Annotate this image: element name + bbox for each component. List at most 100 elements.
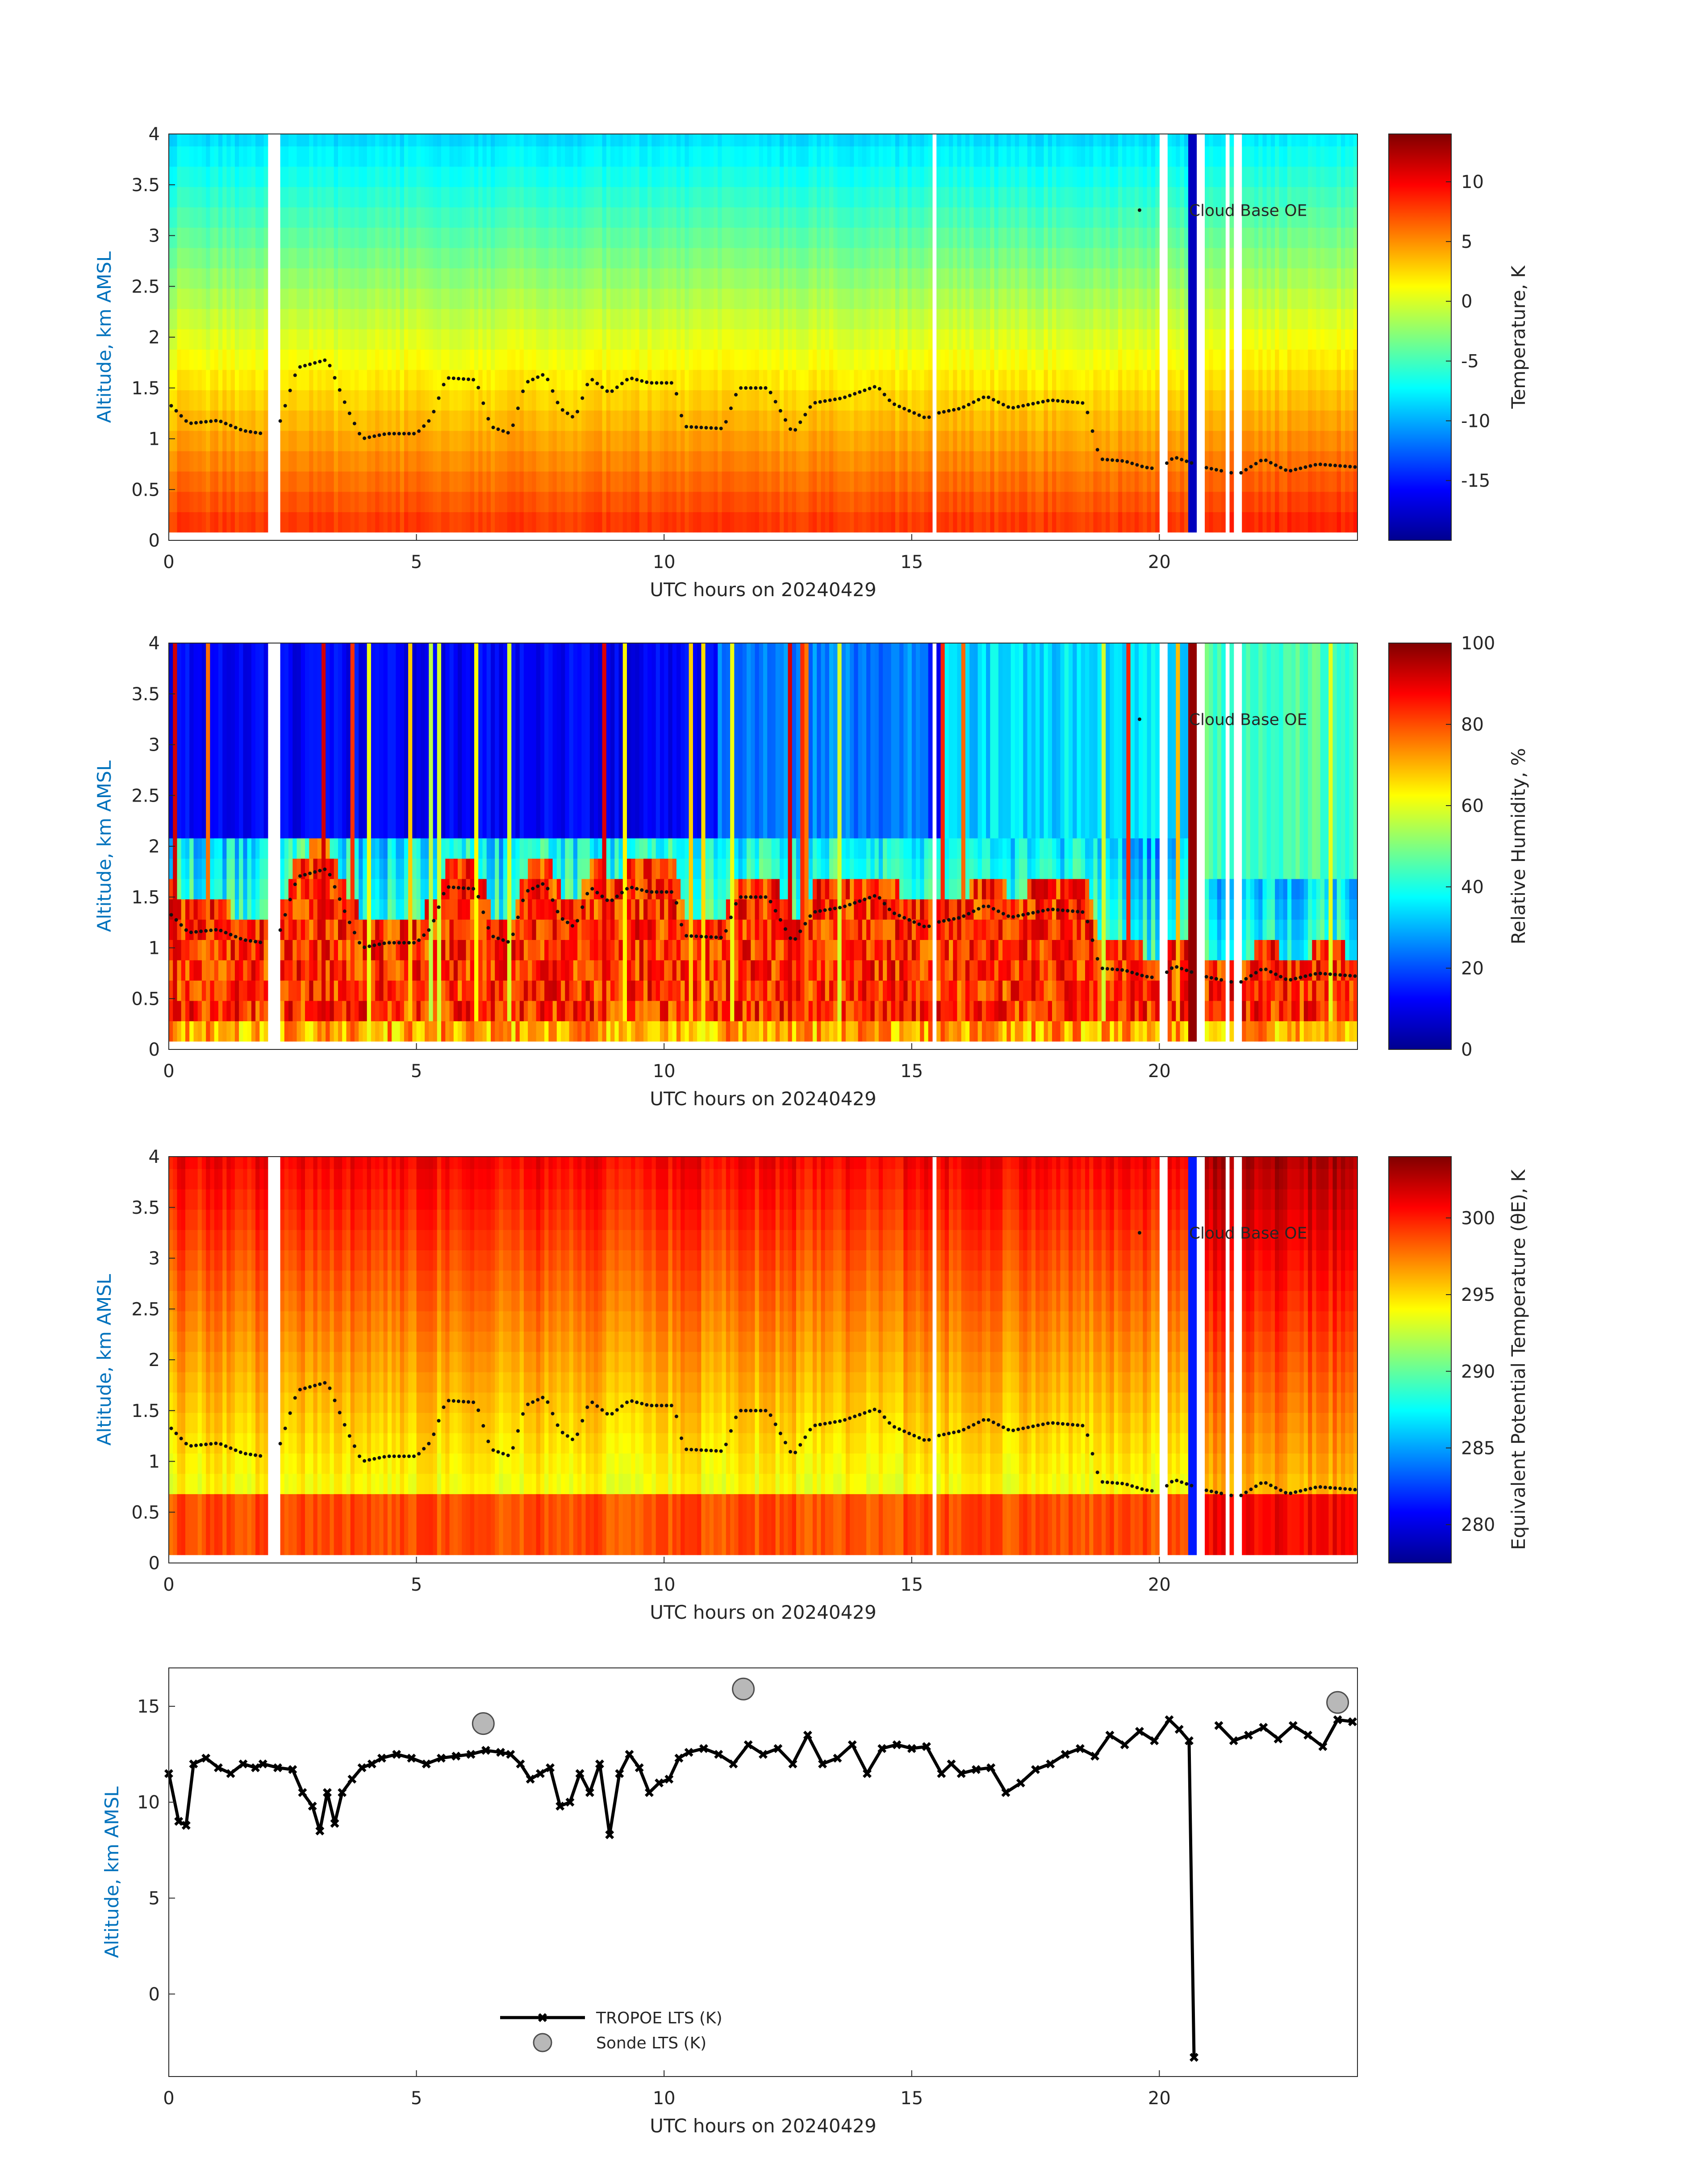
heatmap-cell <box>945 248 949 268</box>
heatmap-cell <box>833 492 838 512</box>
heatmap-cell <box>524 167 528 187</box>
heatmap-cell <box>776 288 780 309</box>
heatmap-cell <box>355 370 359 390</box>
heatmap-cell <box>1147 492 1152 512</box>
heatmap-cell <box>862 512 867 532</box>
heatmap-cell <box>532 227 536 248</box>
heatmap-cell <box>953 288 957 309</box>
heatmap-cell <box>222 167 227 187</box>
heatmap-cell <box>433 492 438 512</box>
heatmap-cell <box>651 471 656 492</box>
heatmap-cell <box>747 207 751 228</box>
heatmap-cell <box>235 370 239 390</box>
heatmap-cell <box>210 329 214 350</box>
heatmap-cell <box>1036 227 1040 248</box>
heatmap-cell <box>1065 207 1069 228</box>
heatmap-cell <box>1056 268 1061 288</box>
heatmap-cell <box>1192 370 1197 390</box>
heatmap-cell <box>643 146 648 167</box>
heatmap-cell <box>994 370 999 390</box>
heatmap-cell <box>590 187 594 207</box>
heatmap-cell <box>957 134 961 146</box>
heatmap-cell <box>173 207 177 228</box>
heatmap-cell <box>1061 134 1065 146</box>
heatmap-cell <box>986 410 990 431</box>
heatmap-cell <box>743 329 747 350</box>
heatmap-cell <box>1031 288 1036 309</box>
heatmap-cell <box>544 248 549 268</box>
heatmap-cell <box>656 227 660 248</box>
heatmap-cell <box>743 451 747 472</box>
heatmap-cell <box>1176 134 1180 146</box>
heatmap-cell <box>916 390 920 410</box>
heatmap-cell <box>173 410 177 431</box>
heatmap-cell <box>198 288 202 309</box>
heatmap-cell <box>920 512 924 532</box>
heatmap-cell <box>1102 167 1106 187</box>
heatmap-cell <box>499 187 503 207</box>
heatmap-cell <box>1118 309 1123 329</box>
heatmap-cell <box>945 309 949 329</box>
heatmap-cell <box>813 227 817 248</box>
heatmap-cell <box>1221 349 1226 370</box>
heatmap-cell <box>854 309 858 329</box>
heatmap-cell <box>1027 390 1032 410</box>
heatmap-cell <box>359 167 363 187</box>
heatmap-cell <box>408 471 413 492</box>
heatmap-cell <box>388 146 392 167</box>
heatmap-cell <box>747 134 751 146</box>
heatmap-cell <box>1015 309 1019 329</box>
heatmap-cell <box>1110 410 1114 431</box>
heatmap-cell <box>969 471 974 492</box>
heatmap-cell <box>792 430 797 451</box>
heatmap-cell <box>520 248 524 268</box>
heatmap-cell <box>1135 471 1139 492</box>
heatmap-cell <box>953 207 957 228</box>
heatmap-cell <box>941 207 945 228</box>
heatmap-cell <box>734 288 739 309</box>
heatmap-cell <box>1143 329 1147 350</box>
heatmap-cell <box>288 248 293 268</box>
heatmap-cell <box>536 329 541 350</box>
heatmap-cell <box>194 390 198 410</box>
heatmap-cell <box>817 227 821 248</box>
heatmap-cell <box>1023 471 1027 492</box>
heatmap-cell <box>412 146 417 167</box>
heatmap-cell <box>668 268 672 288</box>
heatmap-cell <box>313 187 318 207</box>
heatmap-cell <box>1180 370 1185 390</box>
heatmap-cell <box>627 430 631 451</box>
heatmap-cell <box>833 512 838 532</box>
heatmap-cell <box>408 410 413 431</box>
heatmap-cell <box>924 134 929 146</box>
heatmap-cell <box>813 146 817 167</box>
heatmap-cell <box>842 512 846 532</box>
heatmap-cell <box>821 146 825 167</box>
heatmap-cell <box>487 390 491 410</box>
heatmap-cell <box>1061 227 1065 248</box>
heatmap-cell <box>330 451 334 472</box>
heatmap-cell <box>581 492 586 512</box>
heatmap-cell <box>495 248 499 268</box>
heatmap-cell <box>697 451 702 472</box>
heatmap-cell <box>532 390 536 410</box>
heatmap-cell <box>619 349 623 370</box>
heatmap-cell <box>776 349 780 370</box>
heatmap-cell <box>710 309 714 329</box>
heatmap-cell <box>606 451 611 472</box>
heatmap-cell <box>924 410 929 431</box>
heatmap-cell <box>412 268 417 288</box>
heatmap-cell <box>169 248 173 268</box>
heatmap-cell <box>524 390 528 410</box>
heatmap-cell <box>1168 134 1172 146</box>
heatmap-cell <box>730 288 735 309</box>
heatmap-cell <box>701 146 706 167</box>
heatmap-cell <box>226 167 231 187</box>
heatmap-cell <box>507 187 512 207</box>
heatmap-cell <box>1242 268 1246 288</box>
heatmap-cell <box>788 227 793 248</box>
heatmap-cell <box>928 134 933 146</box>
heatmap-cell <box>1052 451 1057 472</box>
heatmap-cell <box>1230 227 1234 248</box>
heatmap-cell <box>635 430 640 451</box>
